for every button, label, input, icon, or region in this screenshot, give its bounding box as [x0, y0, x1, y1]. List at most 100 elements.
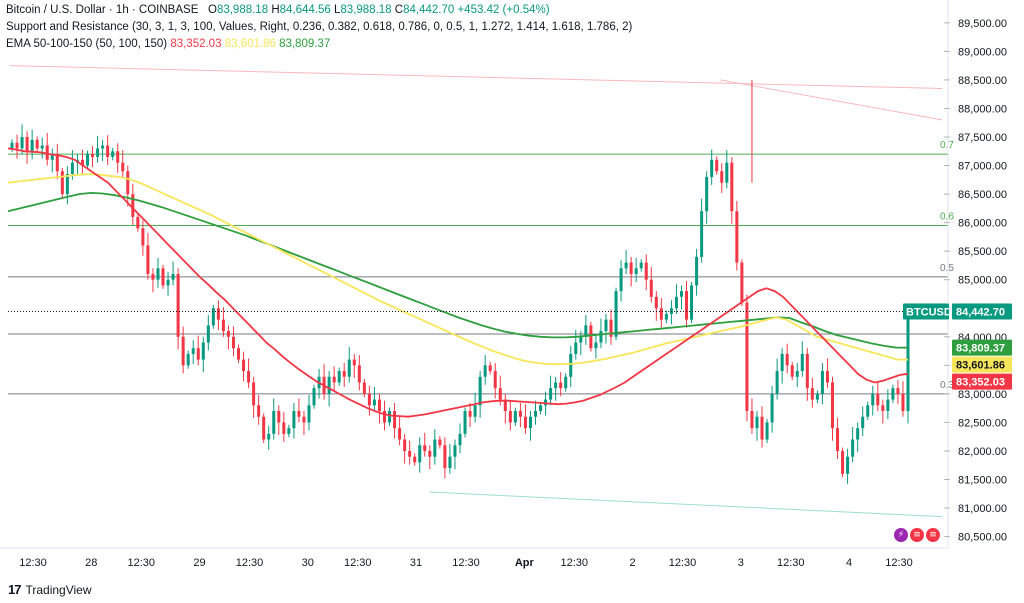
candle-body[interactable] — [846, 456, 850, 474]
candle-body[interactable] — [836, 428, 840, 451]
candle-body[interactable] — [609, 319, 613, 337]
candle-body[interactable] — [851, 439, 855, 457]
candle-body[interactable] — [871, 393, 875, 406]
candle-body[interactable] — [664, 313, 668, 320]
candle-body[interactable] — [131, 194, 135, 217]
candle-body[interactable] — [649, 279, 653, 297]
candle-body[interactable] — [206, 325, 210, 343]
candle-body[interactable] — [106, 145, 110, 157]
candle-body[interactable] — [116, 151, 120, 163]
candle-body[interactable] — [554, 382, 558, 389]
candle-body[interactable] — [337, 371, 341, 383]
time-axis[interactable]: 12:30 28 12:30 29 12:30 30 12:30 31 12:30 Apr 12:3… — [19, 557, 913, 569]
candle-body[interactable] — [332, 376, 336, 383]
candle-body[interactable] — [795, 371, 799, 377]
candle-body[interactable] — [881, 405, 885, 411]
candle-body[interactable] — [790, 365, 794, 377]
candle-body[interactable] — [478, 376, 482, 406]
candle-body[interactable] — [15, 142, 19, 149]
candle-body[interactable] — [654, 296, 658, 309]
sr-indicator-label[interactable]: Support and Resistance (30, 3, 1, 3, 100… — [6, 21, 633, 33]
candle-body[interactable] — [901, 393, 905, 411]
candle-body[interactable] — [765, 422, 769, 440]
candle-body[interactable] — [639, 262, 643, 269]
candle-body[interactable] — [841, 450, 845, 474]
candle-body[interactable] — [488, 365, 492, 372]
candle-body[interactable] — [896, 388, 900, 394]
candle-body[interactable] — [10, 142, 14, 149]
candle-body[interactable] — [730, 162, 734, 212]
candle-body[interactable] — [146, 245, 150, 274]
candle-body[interactable] — [866, 405, 870, 417]
candle-body[interactable] — [629, 262, 633, 274]
candle-body[interactable] — [312, 388, 316, 406]
candle-body[interactable] — [393, 411, 397, 429]
candle-body[interactable] — [438, 439, 442, 446]
candle-body[interactable] — [247, 371, 251, 383]
candle-body[interactable] — [216, 308, 220, 320]
candle-body[interactable] — [710, 159, 714, 177]
candle-body[interactable] — [700, 211, 704, 257]
candle-body[interactable] — [388, 411, 392, 423]
candle-body[interactable] — [327, 376, 331, 394]
candle-body[interactable] — [569, 353, 573, 377]
candle-body[interactable] — [70, 162, 74, 175]
candle-body[interactable] — [508, 411, 512, 423]
candle-body[interactable] — [820, 371, 824, 394]
candle-body[interactable] — [277, 411, 281, 423]
candle-body[interactable] — [121, 162, 125, 172]
candle-body[interactable] — [443, 445, 447, 469]
candle-body[interactable] — [483, 365, 487, 377]
candle-body[interactable] — [191, 348, 195, 354]
candle-body[interactable] — [211, 308, 215, 326]
candle-body[interactable] — [644, 262, 648, 280]
candle-body[interactable] — [302, 416, 306, 423]
candle-body[interactable] — [262, 416, 266, 440]
candle-body[interactable] — [679, 291, 683, 297]
candle-body[interactable] — [382, 411, 387, 423]
candle-body[interactable] — [357, 365, 361, 383]
candle-body[interactable] — [287, 428, 291, 434]
candle-body[interactable] — [237, 348, 241, 360]
candle-body[interactable] — [377, 399, 381, 411]
candle-body[interactable] — [35, 139, 39, 149]
candle-body[interactable] — [785, 353, 789, 366]
candle-body[interactable] — [473, 405, 477, 417]
candle-body[interactable] — [906, 311, 910, 411]
candle-body[interactable] — [126, 171, 130, 195]
candle-body[interactable] — [342, 371, 346, 377]
candle-body[interactable] — [367, 393, 371, 406]
candle-body[interactable] — [513, 411, 517, 423]
candle-body[interactable] — [755, 416, 759, 429]
candle-body[interactable] — [891, 388, 895, 400]
us-flag-icon-2[interactable]: ≡ — [926, 528, 940, 542]
legend-support-resistance[interactable]: Support and Resistance (30, 3, 1, 3, 100… — [6, 21, 632, 33]
candle-body[interactable] — [594, 342, 598, 349]
candle-body[interactable] — [252, 382, 256, 406]
candle-body[interactable] — [685, 291, 689, 320]
candle-body[interactable] — [503, 399, 507, 411]
candle-body[interactable] — [740, 262, 744, 303]
candle-body[interactable] — [30, 139, 34, 152]
candle-body[interactable] — [20, 137, 24, 149]
candle-body[interactable] — [292, 411, 296, 429]
candle-body[interactable] — [91, 154, 95, 157]
candle-body[interactable] — [156, 268, 160, 280]
candle-body[interactable] — [151, 274, 155, 280]
candle-body[interactable] — [50, 154, 54, 160]
candle-body[interactable] — [599, 331, 603, 343]
candle-body[interactable] — [347, 359, 351, 377]
candle-body[interactable] — [418, 445, 422, 463]
candle-body[interactable] — [468, 411, 472, 417]
candle-body[interactable] — [876, 393, 880, 406]
candle-body[interactable] — [780, 353, 784, 372]
candle-body[interactable] — [775, 371, 779, 394]
candle-body[interactable] — [186, 353, 190, 366]
candle-body[interactable] — [760, 416, 764, 440]
candle-body[interactable] — [141, 228, 145, 246]
legend-symbol-line[interactable]: Bitcoin / U.S. Dollar · 1h · COINBASE O8… — [6, 4, 550, 16]
candle-body[interactable] — [674, 296, 678, 309]
candle-body[interactable] — [257, 405, 261, 417]
candle-body[interactable] — [559, 382, 563, 389]
